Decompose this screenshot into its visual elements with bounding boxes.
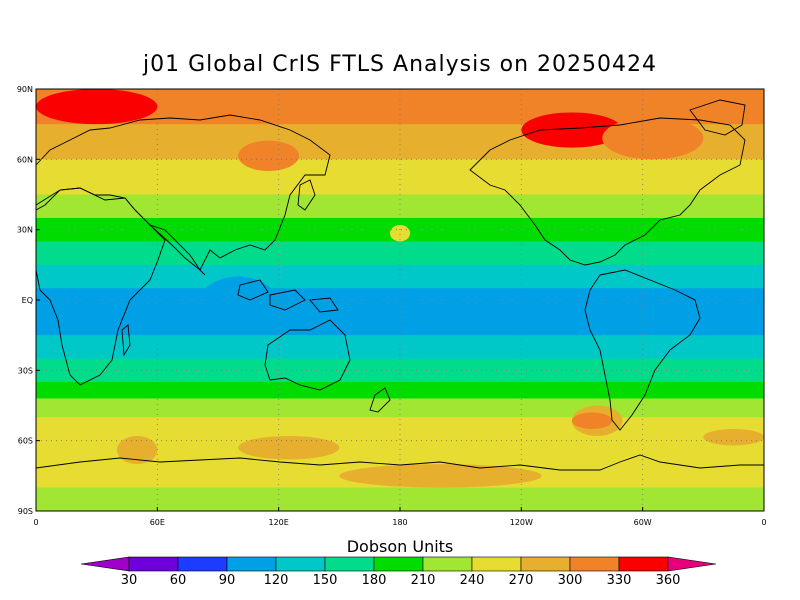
colorbar-tick-label: 300 <box>558 573 583 588</box>
ozone-band-5 <box>36 241 764 266</box>
ozone-feature-4 <box>703 89 764 101</box>
ozone-feature-12 <box>571 412 613 429</box>
colorbar-swatch <box>520 556 571 572</box>
longitude-labels: 0 60E 120E 180 120W 60W 0 <box>33 518 766 527</box>
ozone-feature-1 <box>521 112 623 148</box>
colorbar-tick-label: 270 <box>509 573 534 588</box>
lon-label: 0 <box>761 518 766 527</box>
colorbar-tick-label: 180 <box>362 573 387 588</box>
colorbar-swatch-low <box>80 556 130 572</box>
colorbar-tick-label: 90 <box>219 573 236 588</box>
latitude-labels: 90N 60N 30N EQ 30S 60S 90S <box>17 85 33 516</box>
colorbar-swatch <box>471 556 522 572</box>
ozone-feature-0 <box>36 89 158 125</box>
lon-label: 120W <box>510 518 533 527</box>
colorbar-swatch-high <box>667 556 717 572</box>
colorbar-swatch <box>569 556 620 572</box>
ozone-feature-6 <box>642 311 764 336</box>
colorbar-tick-label: 150 <box>313 573 338 588</box>
colorbar-tick-label: 210 <box>411 573 436 588</box>
lat-label: 90S <box>18 507 33 516</box>
lat-label: 90N <box>17 85 33 94</box>
ozone-band-3 <box>36 194 764 219</box>
colorbar-title: Dobson Units <box>346 537 454 556</box>
ozone-feature-11 <box>703 428 764 446</box>
ozone-band-13 <box>36 435 764 460</box>
axis-ticks <box>35 88 765 512</box>
ozone-feature-7 <box>116 435 158 465</box>
colorbar: 30 60 90 120 150 180 210 240 270 300 330 360 <box>80 556 717 588</box>
ozone-band-9 <box>36 358 764 383</box>
ozone-band-8 <box>36 335 764 360</box>
lat-label: 60S <box>18 437 33 446</box>
ozone-feature-13 <box>389 224 411 242</box>
lat-label: EQ <box>22 296 33 305</box>
colorbar-swatch <box>422 556 473 572</box>
ozone-feature-8 <box>238 435 340 460</box>
colorbar-tick-label: 330 <box>607 573 632 588</box>
colorbar-swatch <box>275 556 326 572</box>
lon-label: 60W <box>634 518 652 527</box>
ozone-feature-5 <box>197 276 279 336</box>
colorbar-swatch <box>226 556 277 572</box>
lon-label: 120E <box>269 518 289 527</box>
lon-label: 180 <box>392 518 407 527</box>
colorbar-swatch <box>618 556 669 572</box>
lon-label: 0 <box>33 518 38 527</box>
ozone-band-12 <box>36 417 764 437</box>
ozone-feature-9 <box>339 464 542 488</box>
colorbar-tick-label: 30 <box>121 573 138 588</box>
colorbar-tick-label: 60 <box>170 573 187 588</box>
ozone-field <box>36 89 764 511</box>
ozone-band-7 <box>36 288 764 336</box>
ozone-feature-2 <box>238 140 299 172</box>
figure-title: j01 Global CrIS FTLS Analysis on 2025042… <box>142 52 658 77</box>
lat-label: 30S <box>18 366 33 375</box>
coastlines <box>36 99 764 471</box>
lat-label: 60N <box>17 155 33 164</box>
colorbar-swatch <box>373 556 424 572</box>
colorbar-swatch <box>324 556 375 572</box>
ozone-band-10 <box>36 382 764 399</box>
graticule <box>36 89 764 511</box>
ozone-feature-3 <box>602 117 704 160</box>
lon-label: 60E <box>150 518 165 527</box>
colorbar-swatch <box>177 556 228 572</box>
colorbar-tick-label: 240 <box>460 573 485 588</box>
colorbar-swatch <box>128 556 179 572</box>
colorbar-tick-label: 120 <box>264 573 289 588</box>
colorbar-tick-label: 360 <box>656 573 681 588</box>
lat-label: 30N <box>17 226 33 235</box>
